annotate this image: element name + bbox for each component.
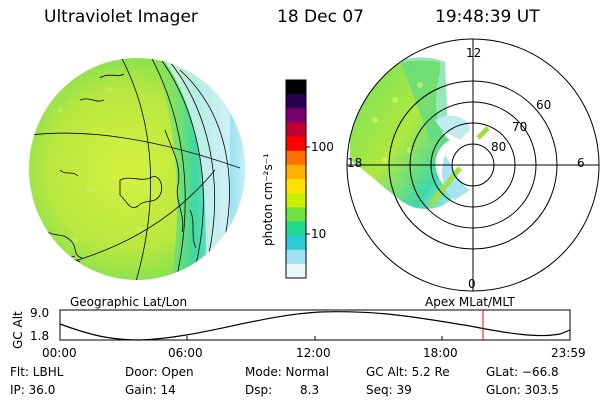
polar-panel-label: Apex MLat/MLT — [425, 295, 515, 309]
colorbar-unit-label: photon cm⁻²s⁻¹ — [261, 153, 275, 246]
time-label: 19:48:39 UT — [435, 7, 540, 27]
mlt-label-0: 0 — [468, 277, 476, 291]
orbit-xtick-0600: 06:00 — [168, 346, 203, 360]
glat-info: GLat: −66.8 — [486, 365, 559, 379]
orbit-ytick-min: 1.8 — [30, 329, 50, 343]
colorbar-segment — [286, 263, 306, 279]
orbit-ytick-max: 9.0 — [30, 306, 50, 320]
gc-alt-info: GC Alt: 5.2 Re — [366, 365, 450, 379]
colorbar-segment — [286, 164, 306, 180]
mlat-label-70: 70 — [512, 120, 528, 134]
colorbar-frame — [285, 79, 310, 279]
colorbar-segment — [286, 94, 306, 109]
colorbar-segment — [286, 150, 306, 166]
colorbar-segment — [286, 179, 306, 194]
colorbar — [286, 80, 306, 279]
mlat-label-80: 80 — [491, 140, 507, 154]
colorbar-segment — [286, 193, 306, 208]
instrument-title: Ultraviolet Imager — [44, 7, 198, 27]
orbit-plot — [59, 309, 571, 341]
colorbar-tick-100: 100 — [311, 140, 334, 154]
ip-info: IP: 36.0 — [10, 383, 56, 397]
seq-info: Seq: 39 — [366, 383, 412, 397]
colorbar-segment — [286, 80, 306, 95]
colorbar-segment — [286, 207, 306, 222]
orbit-xtick-1200: 12:00 — [296, 346, 331, 360]
mlt-label-18: 18 — [347, 156, 363, 170]
orbit-ylabel: GC Alt — [11, 311, 25, 349]
colorbar-segment — [286, 235, 306, 251]
orbit-xtick-2359: 23:59 — [551, 346, 586, 360]
geo-panel-label: Geographic Lat/Lon — [70, 295, 188, 309]
mode-info: Mode: Normal — [245, 365, 329, 379]
colorbar-segment — [286, 221, 306, 237]
dsp-value: 8.3 — [300, 383, 320, 397]
polar-aurora-image — [350, 57, 490, 210]
date-label: 18 Dec 07 — [277, 7, 364, 27]
filter-info: Flt: LBHL — [10, 365, 64, 379]
colorbar-tick-10: 10 — [311, 227, 327, 241]
dsp-label: Dsp: — [245, 383, 273, 397]
glon-info: GLon: 303.5 — [486, 383, 559, 397]
orbit-xtick-0000: 00:00 — [42, 346, 77, 360]
gain-info: Gain: 14 — [125, 383, 176, 397]
colorbar-segment — [286, 249, 306, 265]
door-info: Door: Open — [125, 365, 194, 379]
polar-grid — [346, 38, 600, 292]
colorbar-segment — [286, 136, 306, 152]
mlt-label-12: 12 — [466, 46, 482, 60]
geo-globe-image — [29, 58, 245, 280]
colorbar-segment — [286, 108, 306, 123]
orbit-xtick-1800: 18:00 — [423, 346, 458, 360]
mlat-label-60: 60 — [536, 98, 552, 112]
mlt-label-6: 6 — [577, 156, 585, 170]
colorbar-segment — [286, 122, 306, 138]
